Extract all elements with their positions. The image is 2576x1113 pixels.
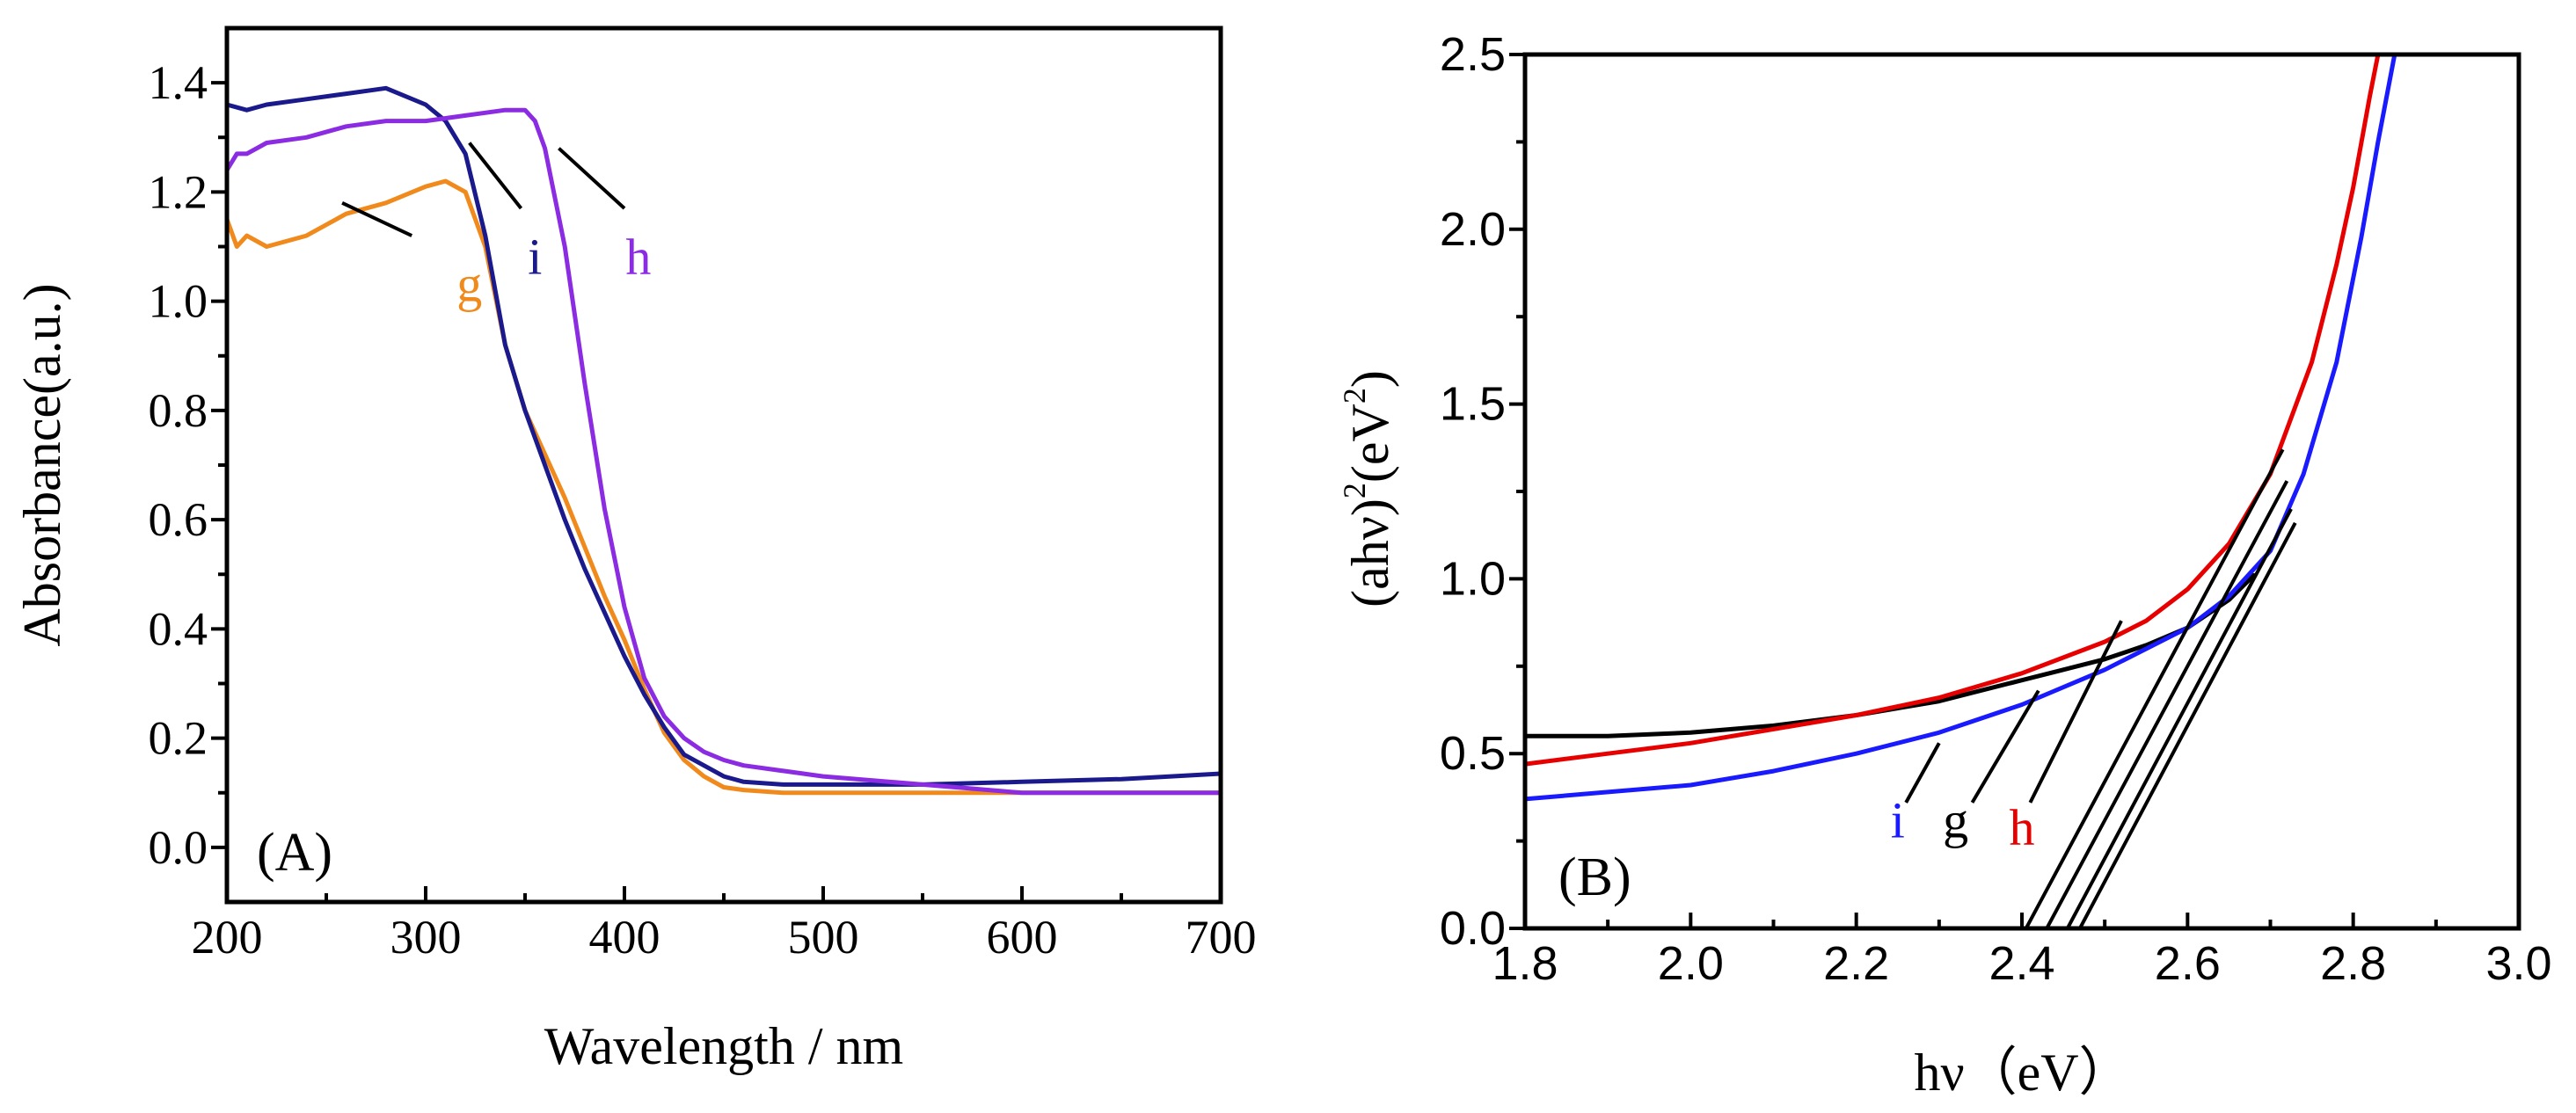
annotation-label-i: i [1891,792,1905,849]
y-title-end: ) [1341,370,1399,388]
y-tick-label: 0.5 [1440,727,1506,780]
x-tick-label: 200 [192,911,263,964]
annotation-label-g: g [456,256,482,313]
tangent-line [2024,448,2285,929]
x-tick-label: 700 [1186,911,1257,964]
panel-a-y-axis-title: Absorbance(a.u.) [13,283,71,646]
panel-b-y-axis-title: (ahν)2(eV2) [1337,370,1399,607]
y-tick-label: 1.5 [1440,378,1506,431]
x-tick-label: 2.8 [2320,937,2386,990]
annotation-label-h: h [625,229,651,286]
panel-b-ticks: 1.8 2.0 2.2 2.4 2.6 2.8 3.0 0.0 0.5 1.0 1.5 2.0 2.5 [1440,28,2552,990]
annotation-pointer-g [1970,689,2040,804]
annotation-label-i: i [528,229,542,286]
annotation-label-h: h [2010,799,2035,856]
panel-a-ticks: 200 300 400 500 600 700 0.0 0.2 0.4 0.6 0.8 1.0 1.2 1… [149,56,1257,964]
x-tick-label: 500 [788,911,859,964]
panel-a-label: (A) [257,823,332,883]
tangent-line [2078,521,2297,929]
y-title-mid: (eV [1341,404,1399,483]
x-tick-label: 1.8 [1492,937,1558,990]
annotation-pointer-g [341,200,413,237]
x-tick-label: 2.4 [1989,937,2054,990]
annotation-label-g: g [1943,792,1968,849]
panel-b-curves [1522,52,2397,802]
x-tick-label: 300 [390,911,462,964]
x-tick-label: 400 [589,911,660,964]
y-tick-label: 2.5 [1440,28,1506,81]
panel-a-x-axis-title: Wavelength / nm [544,1017,903,1075]
y-tick-label: 1.4 [149,56,208,109]
panel-a-plot-frame [224,25,1223,905]
y-tick-label: 0.2 [149,712,208,765]
y-tick-label: 0.0 [149,821,208,874]
series-line-g [224,178,1223,796]
y-tick-label: 0.6 [149,493,208,546]
x-tick-label: 2.2 [1823,937,1889,990]
annotation-pointer-i [468,142,523,210]
series-line-h [224,107,1223,796]
y-title-sup-1: 2 [1337,483,1372,498]
series-line-g [1522,572,2257,738]
y-title-sup-2: 2 [1337,388,1372,404]
y-title-main: (ahν) [1341,498,1399,607]
x-tick-label: 600 [987,911,1058,964]
panel-b-plot-frame [1522,52,2521,931]
x-tick-label: 2.0 [1658,937,1724,990]
panel-b-x-axis-title: hν（eV） [1914,1044,2131,1102]
annotation-pointer-i [1904,742,1941,804]
x-tick-label: 3.0 [2485,937,2551,990]
y-tick-label: 1.0 [149,275,208,328]
panel-b-label: (B) [1558,847,1631,907]
y-tick-label: 0.4 [149,602,208,655]
annotation-pointer-h [2028,620,2123,804]
panel-b-tangent-lines [2024,448,2297,929]
panel-a-curves [224,85,1223,796]
series-line-i [224,85,1223,787]
series-line-i [1522,52,2397,802]
panel-a-chart: 200 300 400 500 600 700 0.0 0.2 0.4 0.6 0.8 1.0 1.2 1… [13,25,1257,1075]
y-tick-label: 0.0 [1440,902,1506,955]
series-line-h [1522,52,2381,767]
tangent-line [2066,507,2293,929]
annotation-pointer-h [558,147,626,210]
y-tick-label: 2.0 [1440,203,1506,256]
tangent-line [2045,480,2289,929]
y-tick-label: 0.8 [149,384,208,437]
y-tick-label: 1.0 [1440,552,1506,605]
panel-b-chart: 1.8 2.0 2.2 2.4 2.6 2.8 3.00.00.51.01.52.02.5 … [1337,28,2552,1102]
x-tick-label: 2.6 [2155,937,2221,990]
y-tick-label: 1.2 [149,165,208,218]
